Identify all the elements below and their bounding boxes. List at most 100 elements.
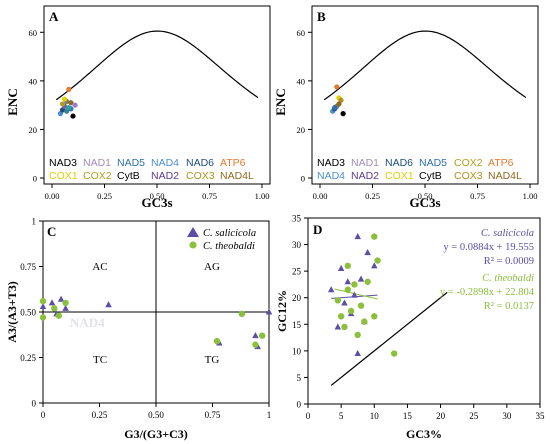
panel-d-x-tick-label: 25 — [469, 411, 479, 421]
panel-a-data-point — [70, 113, 76, 119]
panel-c-point-salicicola — [57, 295, 65, 302]
panel-c-point-theobaldi — [238, 310, 246, 318]
panel-d-point-theobaldi — [337, 313, 345, 320]
panel-d-x-tick-label: 30 — [502, 411, 512, 421]
panel-c-quadrant-tg: TG — [205, 354, 220, 366]
panel-b-legend-entry: NAD4 — [317, 170, 345, 182]
panel-a-expected-curve — [55, 30, 259, 101]
panel-d-x-tick-label: 35 — [536, 411, 546, 421]
panel-d-point-theobaldi — [371, 233, 378, 240]
panel-c-legend: C. salicicola C. theobaldi — [187, 227, 256, 252]
panel-a-x-label: GC3s — [141, 195, 172, 210]
panel-a-legend-entry: COX3 — [186, 170, 215, 182]
panel-d-equation-salicicola: y = 0.0884x + 19.555 — [443, 242, 534, 253]
panel-c-x-tick-label: 0.25 — [92, 410, 108, 420]
panel-a-y-tick-label: 40 — [29, 76, 38, 86]
panel-b-legend-entry: NAD5 — [419, 157, 447, 169]
panel-c-watermark: NAD4 — [70, 315, 105, 330]
panel-a-legend-entry: CytB — [117, 170, 140, 182]
panel-a-legend-entry: NAD4 — [151, 157, 179, 169]
panel-c-point-salicicola — [62, 304, 69, 311]
panel-d-y-tick-label: 35 — [292, 214, 302, 224]
panel-d-point-theobaldi — [344, 262, 351, 270]
panel-b-x-tick-label: 1.00 — [523, 191, 538, 201]
panel-c-point-theobaldi — [39, 314, 47, 321]
panel-d-equation-theobaldi: y = -0.2898x + 22.804 — [440, 287, 535, 298]
panel-c-y-tick-label: 0.50 — [20, 308, 36, 318]
panel-c-y-label: A3/(A3+T3) — [5, 281, 19, 343]
panel-c-points — [39, 295, 273, 350]
panel-b-points — [330, 84, 346, 117]
panel-d-x-tick-label: 20 — [436, 411, 446, 421]
panel-d-x-tick-label: 15 — [403, 411, 413, 421]
panel-d-point-salicicola — [334, 323, 342, 330]
panel-c-point-salicicola — [105, 301, 112, 308]
panel-d-equations: C. salicicola y = 0.0884x + 19.555 R² = … — [440, 228, 535, 312]
panel-c-legend-marker-theobaldi — [189, 241, 197, 249]
panel-b-legend-entry: NAD2 — [351, 170, 379, 182]
panel-b-data-point — [332, 104, 338, 111]
panel-a-x-ticks: 0.00 0.25 0.50 0.75 1.00 — [45, 184, 270, 201]
panel-d-x-tick-label: 5 — [339, 411, 344, 421]
panel-a-legend-entry: ATP6 — [220, 157, 246, 169]
panel-b-y-tick-label: 0 — [301, 174, 305, 184]
panel-b-legend-entry: NAD4L — [488, 170, 522, 182]
panel-c-point-salicicola — [265, 308, 273, 315]
panel-d-point-theobaldi — [341, 323, 348, 331]
panel-a-legend-entry: NAD5 — [117, 157, 145, 169]
panel-a-data-point — [68, 100, 74, 106]
panel-d-point-theobaldi — [371, 313, 378, 320]
panel-b-legend-entry: NAD1 — [351, 157, 379, 169]
panel-c-legend-salicicola: C. salicicola — [203, 228, 256, 239]
panel-a-legend: NAD3 NAD1 NAD5 NAD4 NAD6 ATP6 COX1 COX2 CytB NAD2… — [49, 157, 254, 182]
panel-c-point-theobaldi — [213, 337, 221, 345]
panel-c-y-tick-label: 1 — [32, 217, 37, 227]
panel-b-y-tick-label: 60 — [297, 28, 306, 38]
panel-c-x-tick-label: 0 — [41, 410, 46, 420]
panel-c-x-label: G3/(G3+C3) — [124, 427, 188, 441]
panel-d-point-salicicola — [354, 349, 361, 357]
panel-b-x-tick-label: 0.50 — [418, 191, 433, 201]
panel-c-point-theobaldi — [55, 312, 63, 319]
panel-d-point-theobaldi — [334, 297, 342, 304]
panel-b-legend-entry: COX1 — [385, 170, 414, 182]
panel-c-quadrant-ag: AG — [204, 261, 220, 273]
panel-a-legend-entry: NAD1 — [83, 157, 111, 169]
panel-d-y-ticks: 0 5 10 15 20 25 30 35 — [292, 214, 308, 410]
panel-d-point-theobaldi — [351, 281, 358, 288]
panel-d-y-tick-label: 15 — [292, 320, 302, 330]
panel-d-y-tick-label: 10 — [292, 346, 302, 356]
panel-c-point-theobaldi — [51, 305, 58, 312]
panel-d-point-theobaldi — [374, 257, 381, 264]
panel-c-point-salicicola — [252, 332, 259, 339]
panel-d-point-theobaldi — [357, 302, 365, 309]
panel-d-point-salicicola — [354, 233, 361, 240]
panel-d-x-tick-label: 0 — [306, 411, 311, 421]
panel-a-x-tick-label: 0.75 — [202, 191, 217, 201]
panel-c-point-salicicola — [39, 302, 47, 310]
panel-c-quadrant-ac: AC — [92, 261, 107, 273]
panel-d-x-tick-label: 10 — [370, 411, 380, 421]
panel-b-legend-entry: CytB — [419, 170, 442, 182]
panel-a-y-tick-label: 60 — [29, 28, 38, 38]
panel-a-y-label: ENC — [5, 88, 20, 115]
panel-c-point-theobaldi — [259, 332, 266, 339]
panel-d-y-tick-label: 20 — [292, 293, 302, 303]
panel-d-fit-theobaldi — [334, 288, 378, 300]
panel-a-points — [57, 86, 78, 119]
panel-d-name-salicicola: C. salicicola — [481, 228, 534, 239]
panel-a-legend-entry: COX1 — [49, 170, 78, 182]
panel-d-point-theobaldi — [347, 307, 355, 315]
panel-d-point-salicicola — [337, 264, 345, 272]
panel-a-y-tick-label: 20 — [29, 125, 38, 135]
panel-a-data-point — [72, 102, 78, 108]
panel-a-x-tick-label: 1.00 — [255, 191, 270, 201]
panel-a-data-point — [59, 101, 66, 107]
panel-a-data-point — [62, 96, 68, 102]
panel-d-point-salicicola — [341, 299, 348, 306]
panel-d-point-theobaldi — [344, 286, 351, 293]
panel-c-x-tick-label: 0.75 — [205, 410, 221, 420]
panel-d-point-theobaldi — [361, 318, 368, 325]
